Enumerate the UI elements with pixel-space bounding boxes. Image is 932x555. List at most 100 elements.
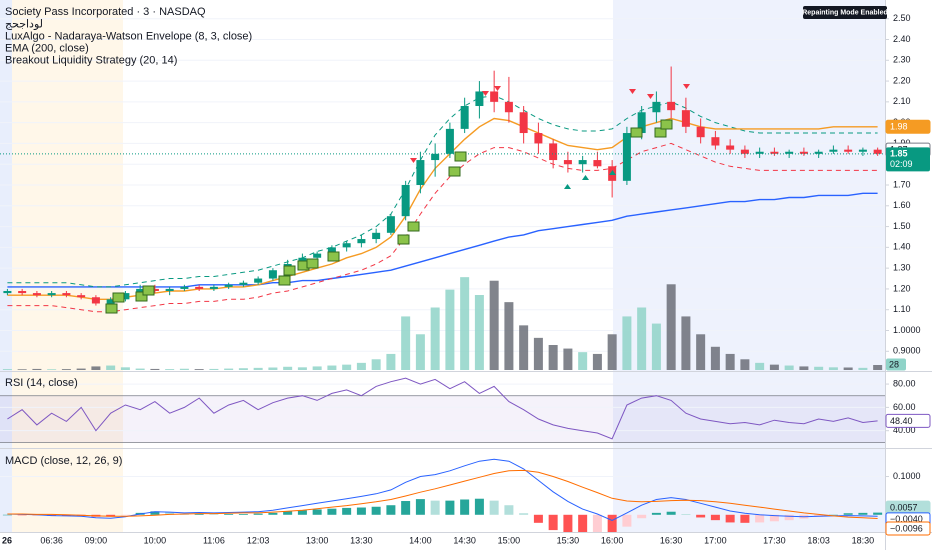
volume-bar bbox=[710, 346, 720, 370]
badge: Repainting Mode Enabled bbox=[802, 10, 888, 17]
volume-bar bbox=[607, 334, 617, 370]
price-label-bg bbox=[886, 358, 906, 371]
histogram-bar bbox=[828, 514, 838, 516]
volume-bar bbox=[769, 364, 779, 370]
histogram-bar bbox=[209, 514, 219, 515]
histogram-bar bbox=[120, 514, 130, 516]
buy-signal bbox=[105, 303, 118, 314]
candle-body bbox=[681, 110, 690, 127]
histogram-bar bbox=[725, 514, 735, 523]
countdown: 02:09 bbox=[890, 159, 913, 169]
buy-signal bbox=[630, 127, 643, 138]
sell-signal bbox=[647, 94, 654, 99]
plot-layer bbox=[0, 18, 885, 537]
x-tick-label: 16:30 bbox=[660, 535, 683, 545]
candle-body bbox=[696, 126, 705, 138]
candle-body bbox=[445, 128, 454, 154]
volume-bar bbox=[371, 359, 381, 370]
candle-body bbox=[770, 151, 779, 154]
legend-entry: Breakout Liquidity Strategy (20, 14) bbox=[5, 54, 177, 66]
volume-bar bbox=[165, 369, 175, 370]
signal-icons bbox=[105, 84, 690, 314]
histogram-bar bbox=[106, 514, 116, 517]
candle-body bbox=[460, 106, 469, 129]
x-tick-label: 11:06 bbox=[203, 535, 225, 545]
price-label: −0.0040 bbox=[890, 514, 923, 524]
envelope-band bbox=[7, 95, 878, 288]
histogram-bar bbox=[578, 514, 588, 537]
histogram-bar bbox=[489, 500, 499, 515]
histogram-bar bbox=[592, 514, 602, 537]
histogram-bar bbox=[666, 511, 676, 515]
badge-bg bbox=[803, 6, 887, 19]
histogram-bar bbox=[843, 513, 853, 515]
histogram-bar bbox=[268, 512, 278, 515]
candle-body bbox=[209, 286, 218, 289]
candle-body bbox=[342, 243, 351, 248]
histogram-bar bbox=[858, 512, 868, 515]
macd-line bbox=[7, 458, 878, 522]
price-label-bg bbox=[886, 147, 930, 172]
volume-bar bbox=[843, 367, 853, 370]
candle-body bbox=[106, 299, 115, 304]
histogram-bar bbox=[696, 514, 706, 518]
candle-body bbox=[18, 291, 27, 294]
histogram-bar bbox=[474, 498, 484, 515]
candle-body bbox=[165, 288, 174, 292]
session-shade bbox=[613, 0, 885, 532]
price-label: 1.85 bbox=[890, 149, 908, 159]
volume-bar bbox=[489, 280, 499, 370]
histogram-bar bbox=[445, 500, 455, 515]
histogram-bar bbox=[548, 514, 558, 531]
histogram-bar bbox=[312, 509, 322, 515]
candle-body bbox=[814, 151, 823, 154]
volume-bar bbox=[755, 362, 765, 370]
candle-body bbox=[254, 278, 263, 283]
volume-bar bbox=[342, 364, 352, 370]
y-tick-label: 2.20 bbox=[893, 75, 911, 85]
histogram-bar bbox=[504, 505, 514, 515]
histogram-bar bbox=[194, 513, 204, 515]
candle-body bbox=[136, 288, 145, 294]
candle-body bbox=[150, 288, 159, 292]
y-tick-label: 2.10 bbox=[893, 96, 911, 106]
volume-bar bbox=[533, 337, 543, 370]
candle-body bbox=[534, 133, 543, 144]
volume-bar bbox=[150, 368, 160, 370]
candle-body bbox=[62, 293, 71, 296]
candle-body bbox=[239, 282, 248, 285]
buy-signal bbox=[397, 234, 410, 245]
x-tick-label: 14:00 bbox=[409, 535, 432, 545]
volume-bar bbox=[725, 353, 735, 370]
y-tick-label: 1.30 bbox=[893, 263, 911, 273]
sell-signal bbox=[482, 91, 489, 96]
volume-bar bbox=[106, 365, 116, 370]
sell-signal bbox=[629, 89, 636, 94]
histogram-bar bbox=[238, 514, 248, 515]
candle-body bbox=[858, 149, 867, 152]
y-tick-label: 1.60 bbox=[893, 200, 911, 210]
legend-entry: EMA (200, close) bbox=[5, 42, 89, 54]
histogram-bar bbox=[283, 511, 293, 515]
candle-body bbox=[416, 160, 425, 185]
buy-signal bbox=[283, 265, 296, 276]
histogram-bar bbox=[327, 508, 337, 515]
buy-signal bbox=[112, 292, 125, 303]
chart-subtitle: لوداجحج bbox=[5, 18, 43, 30]
volume-bar bbox=[297, 367, 307, 370]
y-tick-label: 1.50 bbox=[893, 221, 911, 231]
volume-bar bbox=[312, 366, 322, 370]
buy-signal bbox=[306, 258, 319, 269]
volume-bar bbox=[519, 325, 529, 370]
x-tick-label: 18:30 bbox=[852, 535, 875, 545]
chart-title: Society Pass Incorporated · 3 · NASDAQ bbox=[5, 6, 206, 18]
histogram-bar bbox=[386, 505, 396, 515]
price-label: 1.98 bbox=[890, 122, 908, 132]
volume-bar bbox=[592, 353, 602, 370]
volume-bar bbox=[76, 368, 86, 370]
volume-bar bbox=[209, 368, 219, 370]
x-tick-label: 16:00 bbox=[601, 535, 624, 545]
volume-bar bbox=[120, 367, 130, 370]
pane-title: MACD (close, 12, 26, 9) bbox=[5, 455, 122, 467]
